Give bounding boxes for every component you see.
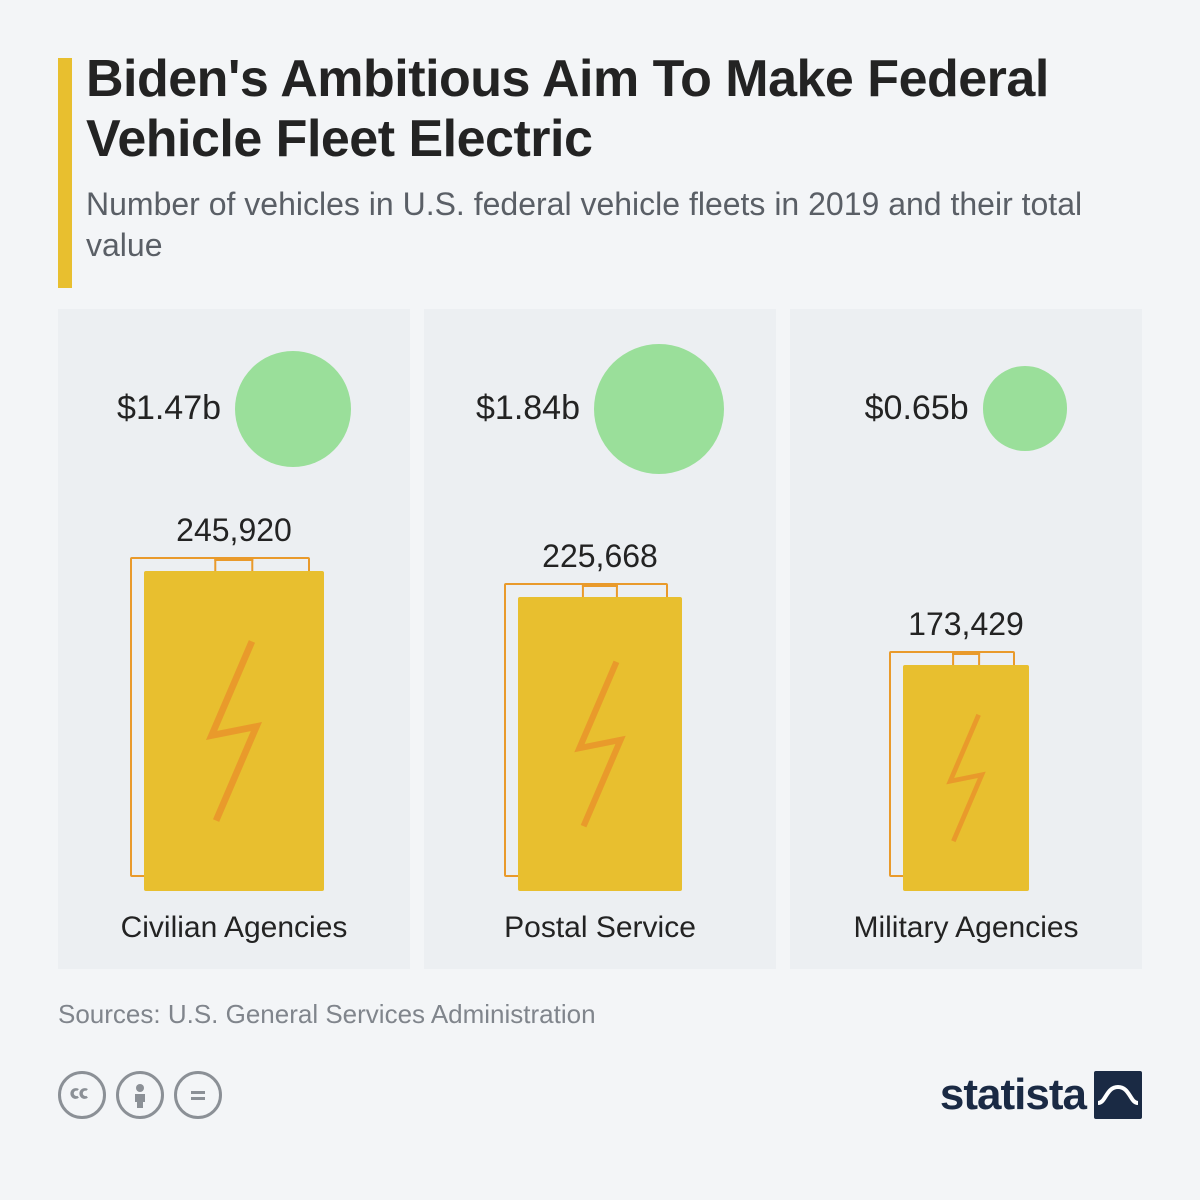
page-title: Biden's Ambitious Aim To Make Federal Ve… [86, 50, 1142, 170]
count-label: 173,429 [790, 606, 1142, 643]
sources-text: Sources: U.S. General Services Administr… [58, 999, 1142, 1030]
value-row: $1.47b [58, 339, 410, 479]
value-circle-icon [594, 344, 724, 474]
panel-military: $0.65b 173,429 Military Agencies [790, 309, 1142, 969]
count-label: 225,668 [424, 538, 776, 575]
battery-icon [58, 571, 410, 891]
header: Biden's Ambitious Aim To Make Federal Ve… [58, 50, 1142, 267]
statista-logo: statista [940, 1070, 1142, 1120]
value-circle-icon [235, 351, 351, 467]
logo-text: statista [940, 1070, 1086, 1120]
logo-wave-icon [1094, 1071, 1142, 1119]
battery-icon [424, 597, 776, 891]
value-label: $1.47b [117, 389, 221, 428]
license-icons [58, 1071, 222, 1119]
cc-icon [58, 1071, 106, 1119]
value-label: $0.65b [865, 389, 969, 428]
value-row: $1.84b [424, 339, 776, 479]
count-label: 245,920 [58, 512, 410, 549]
value-circle-icon [983, 366, 1068, 451]
battery-icon [790, 665, 1142, 891]
value-row: $0.65b [790, 339, 1142, 479]
category-label: Postal Service [424, 911, 776, 945]
value-label: $1.84b [476, 389, 580, 428]
by-icon [116, 1071, 164, 1119]
nd-icon [174, 1071, 222, 1119]
panel-postal: $1.84b 225,668 Postal Service [424, 309, 776, 969]
category-label: Military Agencies [790, 911, 1142, 945]
footer: statista [58, 1070, 1142, 1120]
chart-panels: $1.47b 245,920 Civilian Agencies $1.84b … [58, 309, 1142, 969]
accent-bar [58, 58, 72, 288]
page-subtitle: Number of vehicles in U.S. federal vehic… [86, 184, 1142, 267]
panel-civilian: $1.47b 245,920 Civilian Agencies [58, 309, 410, 969]
category-label: Civilian Agencies [58, 911, 410, 945]
